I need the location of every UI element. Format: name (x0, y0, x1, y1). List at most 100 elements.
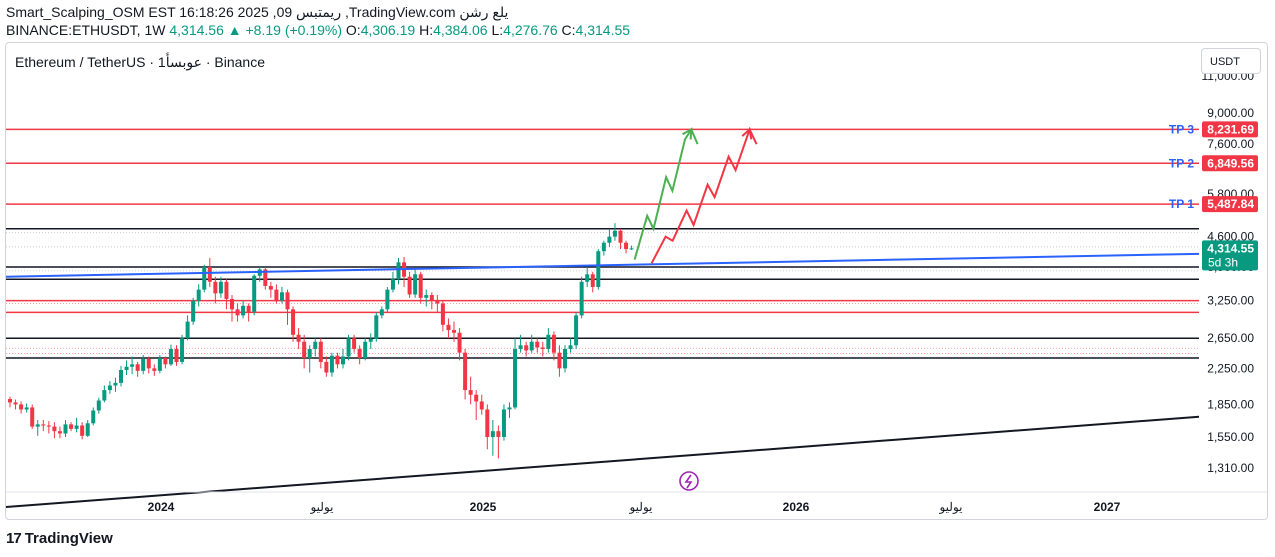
candle-body (207, 267, 212, 282)
target-price-tag (1202, 196, 1258, 213)
candle-body (557, 352, 562, 369)
candle-body (357, 348, 362, 359)
target-price-tag (1202, 121, 1258, 138)
candle-body (329, 355, 334, 373)
candle-body (230, 298, 234, 310)
candle-body (435, 300, 440, 304)
candle-body (324, 361, 329, 373)
green-projection-path-arrowhead (682, 127, 693, 140)
last-price: 4,314.56 (169, 22, 224, 38)
target-price-value: 5,487.84 (1207, 197, 1254, 211)
candle-body (385, 289, 390, 310)
price-tick-label: 1,310.00 (1207, 461, 1254, 475)
open-value: 4,306.19 (360, 22, 416, 38)
open-label: O: (345, 22, 361, 38)
target-label: TP 1 (1169, 197, 1194, 211)
candle-body (363, 341, 368, 359)
candle-body (124, 366, 129, 371)
candle-body (252, 275, 257, 312)
price-change: +8.19 (+0.19%) (245, 22, 343, 38)
tradingview-footer: 17 TradingView (6, 530, 113, 547)
candle-body (24, 407, 29, 410)
candle-body (563, 348, 567, 369)
candle-body (624, 242, 629, 250)
bar-countdown: 5d 3h (1208, 255, 1238, 269)
candle-body (457, 332, 462, 353)
candle-body (80, 425, 85, 436)
candle-body (618, 230, 623, 243)
tradingview-logo-icon: 17 (6, 530, 22, 547)
candle-body (107, 385, 112, 391)
lightning-bolt-glyph (684, 474, 693, 489)
high-label: H: (419, 22, 434, 38)
candle-body (135, 364, 140, 371)
lightning-icon (679, 471, 699, 491)
candle-body (590, 274, 595, 287)
candle-body (180, 338, 185, 362)
candle-body (241, 305, 246, 316)
blue-trendline (6, 252, 1200, 278)
candle-body (418, 274, 423, 298)
candle-body (463, 352, 468, 391)
candle-body (218, 281, 223, 294)
chart-snapshot-caption: Smart_Scalping_OSM EST 16:18:26 2025 ,09… (6, 4, 509, 20)
candle-body (74, 425, 79, 429)
candle-body (429, 295, 434, 301)
price-tick-label: 9,000.00 (1207, 106, 1254, 120)
candle-body (551, 334, 556, 353)
price-tick-label: 4,600.00 (1207, 230, 1254, 244)
candle-body (85, 423, 90, 436)
candle-body (263, 269, 268, 286)
candle-body (168, 348, 173, 365)
candle-body (46, 425, 51, 427)
series-legend[interactable]: Ethereum / TetherUS · 1عوبسأ · Binance (15, 54, 265, 70)
ohlc-header: BINANCE:ETHUSDT, 1W 4,314.56 ▲ +8.19 (+0… (6, 22, 630, 38)
candle-body (191, 300, 196, 322)
candle-body (19, 404, 24, 410)
candle-body (413, 274, 418, 295)
time-tick-label: 2027 (1094, 500, 1121, 514)
candle-body (440, 303, 445, 325)
candle-body (335, 355, 340, 365)
green-projection-path (633, 127, 699, 260)
candle-body (313, 341, 318, 349)
candle-body (579, 281, 584, 316)
candle-body (501, 409, 506, 438)
candle-body (196, 289, 201, 301)
candle-body (490, 431, 495, 438)
candle-body (96, 400, 101, 411)
candle-body (346, 338, 351, 357)
candle-body (379, 309, 384, 316)
candle-body (246, 305, 251, 312)
candle-body (424, 295, 429, 298)
candle-body (318, 341, 323, 362)
candle-body (63, 424, 68, 434)
target-price-value: 8,231.69 (1207, 122, 1254, 136)
candle-body (496, 431, 501, 438)
candle-body (540, 347, 545, 349)
candle-body (152, 368, 157, 371)
time-tick-label: يوليو (938, 500, 962, 514)
currency-button[interactable]: USDT (1201, 48, 1261, 74)
candle-body (291, 309, 296, 335)
candle-body (518, 345, 523, 349)
candle-body (601, 242, 606, 252)
candle-body (568, 345, 573, 349)
candle-body (141, 358, 146, 371)
current-price-value: 4,314.55 (1207, 241, 1254, 255)
red-projection-path-arrowhead (741, 127, 753, 140)
price-tick-label: 2,250.00 (1207, 361, 1254, 375)
candle-body (13, 402, 18, 405)
current-price-tag (1202, 240, 1258, 271)
time-tick-label: 2024 (148, 500, 175, 514)
candle-body (396, 262, 401, 280)
chart-pane[interactable]: 11,000.00 9,000.00 7,600.00 5,800.00 4,600.0… (5, 42, 1268, 520)
candle-body (302, 341, 307, 359)
candle-body (513, 348, 518, 408)
candle-body (163, 358, 168, 365)
time-tick-label: يوليو (628, 500, 652, 514)
candle-body (390, 279, 395, 290)
price-chart[interactable]: 11,000.009,000.007,600.005,800.004,600.0… (6, 43, 1268, 520)
candle-body (374, 315, 379, 339)
candle-body (485, 409, 490, 438)
